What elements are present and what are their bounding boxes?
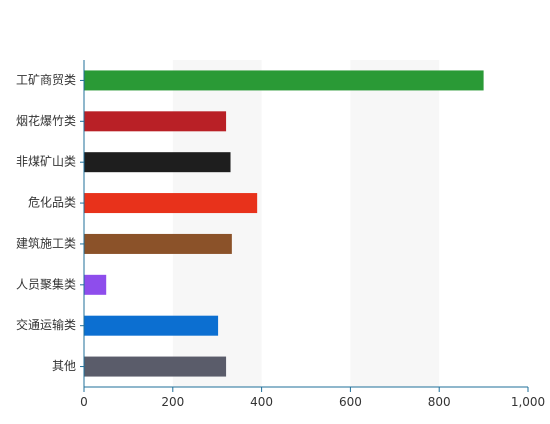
category-label: 建筑施工类	[16, 235, 76, 250]
bar	[84, 111, 227, 132]
category-label: 烟花爆竹类	[16, 113, 76, 128]
x-tick-label: 1,000	[511, 395, 545, 409]
category-label: 非煤矿山类	[16, 155, 76, 169]
category-label: 危化品类	[28, 196, 76, 210]
bar	[84, 70, 484, 91]
x-tick-label: 0	[80, 395, 88, 409]
category-label: 工矿商贸类	[16, 72, 76, 87]
bar	[84, 233, 232, 254]
category-label: 其他	[52, 359, 76, 373]
category-label: 人员聚集类	[16, 276, 76, 291]
x-tick-label: 400	[250, 395, 273, 409]
bar	[84, 356, 227, 377]
bar	[84, 274, 107, 295]
grid-band	[172, 60, 262, 387]
x-tick-label: 800	[428, 395, 451, 409]
bar	[84, 193, 258, 214]
grid-band	[350, 60, 440, 387]
category-label: 交通运输类	[16, 317, 76, 332]
bar-series	[84, 70, 484, 377]
bar	[84, 152, 231, 173]
bar	[84, 315, 219, 336]
grid-bands	[172, 60, 440, 387]
x-tick-labels: 0 200 400 600 800 1,000	[80, 395, 545, 409]
axes	[80, 60, 529, 392]
x-tick-label: 200	[161, 395, 184, 409]
x-tick-label: 600	[339, 395, 362, 409]
